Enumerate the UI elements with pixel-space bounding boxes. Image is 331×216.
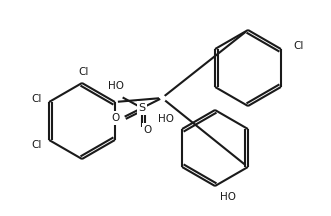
Text: HO: HO — [108, 81, 124, 91]
Text: Cl: Cl — [293, 41, 303, 51]
Text: S: S — [138, 103, 146, 113]
Text: HO: HO — [220, 192, 236, 202]
Text: Cl: Cl — [31, 94, 41, 104]
Text: O: O — [112, 113, 120, 123]
Text: HO: HO — [158, 114, 174, 124]
Text: Cl: Cl — [31, 140, 41, 150]
Text: Cl: Cl — [79, 67, 89, 77]
Text: O: O — [144, 125, 152, 135]
